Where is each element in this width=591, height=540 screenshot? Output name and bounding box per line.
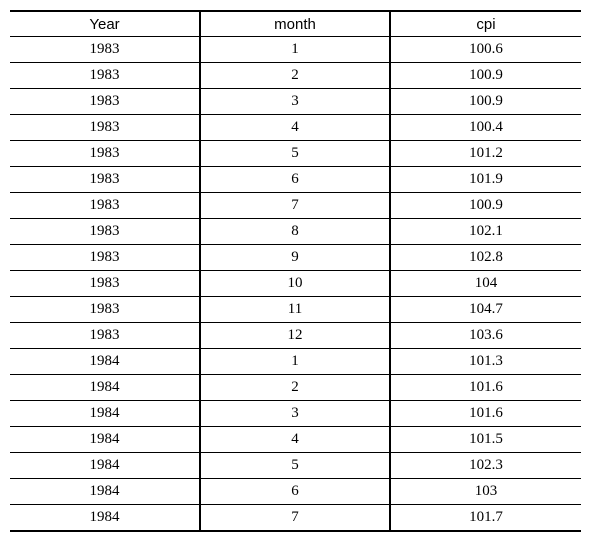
cell-month: 2 (199, 62, 390, 89)
cell-month: 6 (199, 166, 390, 193)
cell-cpi: 102.8 (389, 244, 581, 271)
cell-year: 1983 (10, 88, 200, 115)
cell-month: 4 (199, 426, 390, 453)
cell-cpi: 101.2 (389, 140, 581, 167)
table-header: Year month cpi (10, 10, 581, 37)
cell-year: 1984 (10, 478, 200, 505)
cell-cpi: 101.9 (389, 166, 581, 193)
cell-month: 3 (199, 400, 390, 427)
table-body: 1983 1 100.6 1983 2 100.9 1983 3 100.9 1983 4 100.4… (10, 36, 581, 532)
cell-cpi: 100.9 (389, 62, 581, 89)
cell-month: 4 (199, 114, 390, 141)
table-row: 1983 4 100.4 (10, 114, 581, 141)
cell-cpi: 100.9 (389, 88, 581, 115)
cell-month: 10 (199, 270, 390, 297)
cell-year: 1983 (10, 114, 200, 141)
cell-year: 1984 (10, 452, 200, 479)
table-row: 1984 3 101.6 (10, 400, 581, 427)
cell-cpi: 102.3 (389, 452, 581, 479)
cell-cpi: 101.6 (389, 400, 581, 427)
table-row: 1983 1 100.6 (10, 36, 581, 63)
cell-year: 1983 (10, 140, 200, 167)
cell-year: 1983 (10, 36, 200, 63)
cell-year: 1983 (10, 218, 200, 245)
cell-cpi: 101.3 (389, 348, 581, 375)
cell-year: 1984 (10, 504, 200, 532)
cell-month: 8 (199, 218, 390, 245)
cell-month: 1 (199, 348, 390, 375)
cell-month: 12 (199, 322, 390, 349)
cell-year: 1984 (10, 348, 200, 375)
table-row: 1983 3 100.9 (10, 88, 581, 115)
header-month: month (199, 10, 390, 37)
cell-month: 2 (199, 374, 390, 401)
header-cpi: cpi (389, 10, 581, 37)
table-row: 1983 11 104.7 (10, 296, 581, 323)
cell-year: 1983 (10, 244, 200, 271)
cell-cpi: 103.6 (389, 322, 581, 349)
cell-year: 1983 (10, 270, 200, 297)
cell-month: 6 (199, 478, 390, 505)
table-row: 1983 7 100.9 (10, 192, 581, 219)
table-row: 1983 8 102.1 (10, 218, 581, 245)
cell-year: 1983 (10, 296, 200, 323)
cell-month: 5 (199, 140, 390, 167)
cell-year: 1984 (10, 374, 200, 401)
table-row: 1983 5 101.2 (10, 140, 581, 167)
cell-month: 1 (199, 36, 390, 63)
table-row: 1983 9 102.8 (10, 244, 581, 271)
cell-cpi: 104.7 (389, 296, 581, 323)
cell-cpi: 101.7 (389, 504, 581, 532)
cell-year: 1983 (10, 192, 200, 219)
cell-month: 11 (199, 296, 390, 323)
cell-year: 1983 (10, 322, 200, 349)
cell-month: 9 (199, 244, 390, 271)
cell-year: 1984 (10, 426, 200, 453)
cell-cpi: 100.9 (389, 192, 581, 219)
cpi-table: Year month cpi 1983 1 100.6 1983 2 100.9 1983 3… (10, 10, 581, 532)
cell-cpi: 100.4 (389, 114, 581, 141)
cell-month: 5 (199, 452, 390, 479)
table-row: 1984 5 102.3 (10, 452, 581, 479)
cell-year: 1983 (10, 62, 200, 89)
cell-year: 1984 (10, 400, 200, 427)
cell-month: 3 (199, 88, 390, 115)
cell-cpi: 103 (389, 478, 581, 505)
table-row: 1983 6 101.9 (10, 166, 581, 193)
table-row: 1983 10 104 (10, 270, 581, 297)
header-row: Year month cpi (10, 10, 581, 37)
cpi-table-container: Year month cpi 1983 1 100.6 1983 2 100.9 1983 3… (10, 10, 581, 532)
cell-cpi: 101.5 (389, 426, 581, 453)
cell-month: 7 (199, 504, 390, 532)
table-row: 1984 7 101.7 (10, 504, 581, 532)
table-row: 1984 1 101.3 (10, 348, 581, 375)
table-row: 1984 2 101.6 (10, 374, 581, 401)
table-row: 1983 12 103.6 (10, 322, 581, 349)
cell-cpi: 102.1 (389, 218, 581, 245)
cell-month: 7 (199, 192, 390, 219)
cell-year: 1983 (10, 166, 200, 193)
table-row: 1984 6 103 (10, 478, 581, 505)
cell-cpi: 101.6 (389, 374, 581, 401)
cell-cpi: 104 (389, 270, 581, 297)
header-year: Year (10, 10, 200, 37)
cell-cpi: 100.6 (389, 36, 581, 63)
table-row: 1984 4 101.5 (10, 426, 581, 453)
table-row: 1983 2 100.9 (10, 62, 581, 89)
